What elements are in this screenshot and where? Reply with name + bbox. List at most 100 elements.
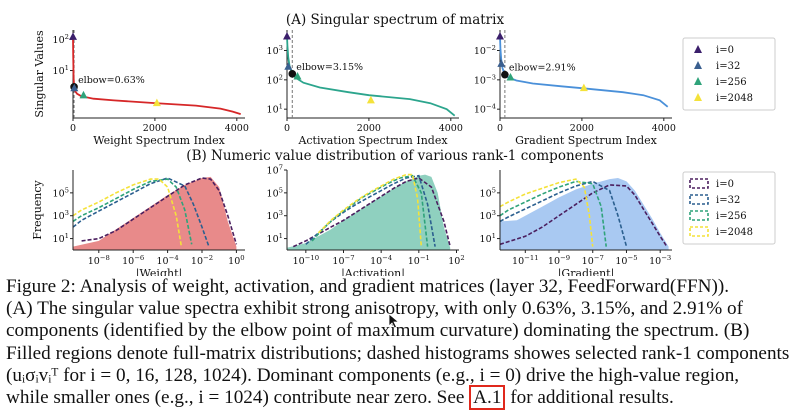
rank1-histogram-i-0	[292, 177, 451, 248]
legend-marker-icon	[694, 77, 702, 85]
rank1-histogram-i-256	[311, 174, 429, 247]
legend-box	[682, 171, 776, 245]
x-tick-label: 10−7	[332, 254, 354, 267]
y-tick-label: 101	[53, 64, 69, 77]
legend-label: i=256	[716, 211, 747, 222]
y-tick-label: 101	[267, 103, 283, 116]
marker-i-0	[283, 32, 291, 40]
y-tick-label: 105	[267, 186, 283, 199]
spectrum-curve	[72, 36, 241, 115]
y-tick-label: 103	[480, 209, 496, 222]
legend-dashed-swatch-icon	[689, 178, 709, 189]
legend-label: i=0	[716, 45, 734, 56]
marker-i-32	[497, 59, 506, 67]
elbow-point	[501, 70, 509, 79]
legend-marker-icon	[694, 93, 702, 101]
panel-a1-weight-spectrum: 0 2000 4000 101 102 elbow=0.63% Weight Spectru…	[33, 30, 249, 147]
plot-area	[500, 30, 672, 118]
y-tick-label: 10−2	[474, 44, 496, 57]
legend-marker-icon	[694, 45, 702, 53]
x-axis-label: |Weight|	[136, 267, 182, 276]
x-tick-label: 10−10	[293, 254, 320, 267]
figure-caption: Figure 2: Analysis of weight, activation…	[6, 276, 796, 411]
caption-line-6: while smaller ones (e.g., i = 1024) cont…	[6, 385, 796, 411]
y-tick-label: 102	[267, 73, 283, 86]
caption-line-3-text: components (identified by the elbow poin…	[6, 320, 750, 342]
full-matrix-distribution	[73, 176, 237, 250]
y-tick-label: 101	[53, 232, 69, 245]
x-tick-label: 10−3	[649, 254, 671, 267]
y-tick-label: 105	[480, 186, 496, 199]
marker-i-2048	[579, 83, 588, 92]
caption-line-1-text: Figure 2: Analysis of weight, activation…	[6, 276, 730, 297]
y-tick-label: 103	[267, 44, 283, 57]
legend-dashed-swatch-icon	[689, 226, 709, 237]
marker-i-256	[79, 90, 88, 99]
y-tick-label: 101	[267, 232, 283, 245]
x-tick-label: 4000	[652, 123, 676, 134]
caption-line-2: (A) The singular value spectra exhibit s…	[6, 298, 796, 320]
y-tick-label: 105	[53, 186, 69, 199]
y-tick-label: 103	[267, 209, 283, 222]
rank1-histogram-i-256	[72, 178, 193, 245]
rank1-histogram-i-0	[499, 184, 668, 248]
legend-b: i=0 i=32 i=256 i=2048	[682, 171, 776, 245]
legend-box	[682, 37, 776, 111]
x-tick-label: 10−6	[122, 254, 144, 267]
marker-i-0	[496, 32, 504, 40]
panel-a2-activation-spectrum: 0 2000 4000 101 102 103 elbow=3.15% Activation …	[267, 30, 463, 147]
rank1-histogram-i-32	[499, 180, 628, 247]
x-tick-label: 4000	[225, 123, 249, 134]
caption-line-5: (uᵢσᵢvᵢᵀ for i = 0, 16, 128, 1024). Domi…	[6, 365, 796, 387]
x-axis-label: Activation Spectrum Index	[297, 134, 448, 147]
y-tick-label: 103	[53, 209, 69, 222]
x-tick-label: 2000	[357, 123, 381, 134]
marker-i-0	[69, 32, 77, 40]
rank1-histogram-i-2048	[317, 173, 423, 247]
marker-i-2048	[152, 98, 161, 107]
spectrum-curve	[286, 36, 456, 117]
panel-b1-weight-distribution: 10−8 10−6 10−4 10−2 100 101 103 105 |Weight| Freq…	[31, 170, 245, 276]
legend-dashed-swatch-icon	[689, 194, 709, 205]
x-tick-label: 0	[497, 123, 503, 134]
x-tick-label: 10−1	[408, 254, 430, 267]
legend-label: i=2048	[716, 227, 753, 238]
marker-i-256	[506, 73, 515, 81]
legend-label: i=32	[716, 195, 740, 206]
x-tick-label: 10−8	[88, 254, 110, 267]
caption-line-4-text: Filled regions denote full-matrix distri…	[6, 342, 790, 364]
legend-label: i=32	[716, 61, 740, 72]
full-matrix-distribution	[500, 178, 669, 250]
caption-line-1: Figure 2: Analysis of weight, activation…	[6, 276, 796, 298]
x-tick-label: 0	[70, 123, 76, 134]
legend-label: i=0	[716, 179, 734, 190]
figure-2: (A) Singular spectrum of matrix (B) Nume…	[31, 12, 776, 276]
marker-i-256	[293, 71, 302, 80]
caption-line-2-text: (A) The singular value spectra exhibit s…	[6, 298, 743, 320]
x-axis-label: Gradient Spectrum Index	[515, 134, 658, 147]
legend-a: i=0 i=32 i=256 i=2048	[682, 37, 776, 111]
rank1-histogram-i-2048	[499, 178, 594, 247]
x-axis-label: Weight Spectrum Index	[93, 134, 225, 147]
appendix-ref-link[interactable]: A.1	[469, 385, 506, 411]
elbow-annotation: elbow=3.15%	[296, 62, 363, 73]
caption-line-6-tail: for additional results.	[510, 387, 674, 409]
x-tick-label: 2000	[570, 123, 594, 134]
elbow-annotation: elbow=0.63%	[78, 75, 145, 86]
panel-a3-gradient-spectrum: 0 2000 4000 10−4 10−3 10−2 elbow=2.91% Gradient…	[474, 30, 676, 147]
y-tick-label: 107	[267, 164, 283, 177]
x-tick-label: 10−9	[548, 254, 570, 267]
x-tick-label: 10−11	[512, 254, 539, 267]
elbow-annotation: elbow=2.91%	[509, 63, 576, 74]
y-tick-label: 101	[480, 232, 496, 245]
legend-marker-icon	[694, 61, 702, 69]
legend-dashed-swatch-icon	[689, 210, 709, 221]
y-axis-label: Singular Values	[33, 30, 46, 118]
legend-label: i=256	[716, 77, 747, 88]
caption-line-6-text: while smaller ones (e.g., i = 1024) cont…	[6, 387, 465, 409]
x-tick-label: 10−5	[615, 254, 637, 267]
panel-b3-gradient-distribution: 10−11 10−9 10−7 10−5 10−3 101 103 105 |Gradient|	[480, 170, 672, 276]
x-tick-label: 0	[284, 123, 290, 134]
rank1-histogram-i-2048	[72, 178, 183, 247]
caption-line-3: components (identified by the elbow poin…	[6, 320, 796, 342]
